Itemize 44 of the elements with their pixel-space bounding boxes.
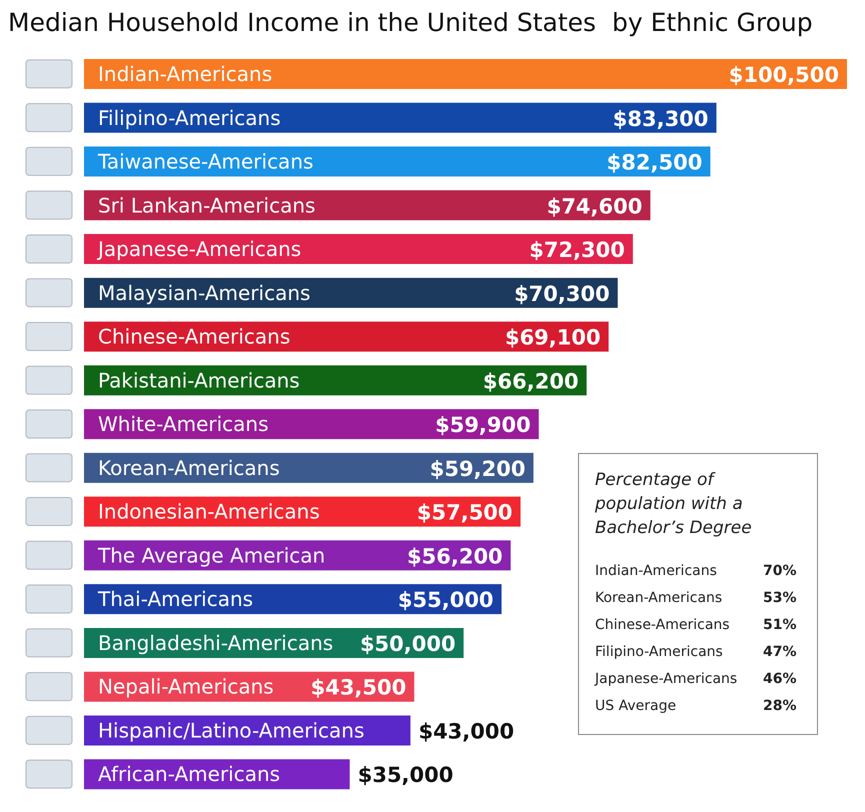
y-tick-label: The Average American [97, 543, 326, 568]
data-label: $72,300 [529, 238, 625, 262]
data-label: $43,500 [310, 676, 406, 700]
annotation: Percentage of population with a Bachelor’s Degree [595, 469, 753, 540]
y-tick-label: Taiwanese-Americans [97, 150, 314, 174]
data-label: $55,000 [398, 588, 494, 612]
data-label: $69,100 [504, 326, 601, 350]
data-label: $35,000 [358, 763, 454, 788]
data-label: $82,500 [606, 150, 702, 175]
data-label: $59,900 [435, 413, 531, 438]
data-label: $50,000 [360, 632, 456, 656]
y-tick-label: Filipino-Americans [98, 106, 281, 130]
y-tick-label: Japanese-Americans [96, 237, 302, 262]
data-label: $59,200 [430, 456, 526, 481]
text: US Average 28% [595, 698, 797, 714]
text: Filipino-Americans 47% [595, 644, 797, 660]
y-tick-label: Korean-Americans [98, 456, 280, 480]
y-tick-label: Hispanic/Latino-Americans [98, 718, 364, 742]
y-tick-label: Malaysian-Americans [98, 280, 310, 305]
text: Japanese-Americans 46% [595, 671, 797, 687]
data-label: $56,200 [407, 544, 503, 568]
data-label: $83,300 [612, 106, 708, 131]
y-tick-label: Indonesian-Americans [98, 500, 320, 524]
y-tick-label: Pakistani-Americans [98, 368, 300, 392]
data-label: $70,300 [514, 282, 610, 306]
y-tick-label: Chinese-Americans [98, 324, 290, 349]
text: Chinese-Americans 51% [595, 617, 797, 633]
text: Korean-Americans 53% [595, 590, 797, 606]
text: Indian-Americans 70% [595, 563, 797, 579]
y-tick-label: Thai-Americans [97, 587, 254, 612]
data-label: $66,200 [482, 369, 579, 394]
y-tick-label: Bangladeshi-Americans [98, 630, 334, 655]
y-tick-label: Nepali-Americans [98, 674, 274, 699]
y-tick-label: African-Americans [98, 762, 280, 786]
bar [84, 59, 847, 89]
bar [84, 102, 716, 133]
chart-title: Median Household Income in the United States by Ethnic Group [8, 8, 814, 39]
y-tick-label: White-Americans [98, 412, 269, 436]
y-tick-label: Sri Lankan-Americans [98, 193, 316, 218]
data-label: $57,500 [416, 500, 513, 525]
y-tick-label: Indian-Americans [98, 62, 272, 86]
data-label: $43,000 [418, 719, 514, 744]
data-label: $100,500 [728, 63, 839, 87]
data-label: $74,600 [546, 194, 642, 218]
